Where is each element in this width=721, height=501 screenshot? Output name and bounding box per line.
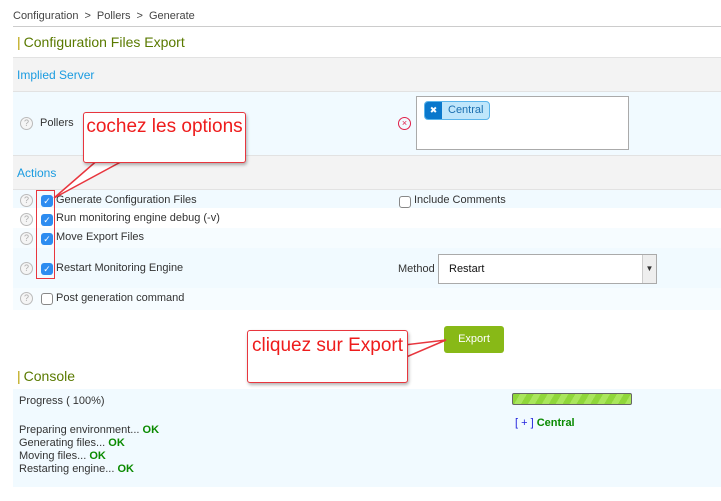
callout-tail: [403, 339, 447, 360]
method-value: Restart: [449, 263, 485, 275]
include-comments-checkbox[interactable]: [399, 196, 411, 208]
restart-engine-checkbox[interactable]: ✓: [41, 263, 53, 275]
implied-server-header: Implied Server: [13, 57, 721, 92]
callout-check-options: cochez les options: [83, 112, 246, 163]
console-log: [13, 412, 721, 487]
help-icon[interactable]: ?: [20, 213, 33, 226]
log-line: Moving files... OK: [19, 450, 106, 462]
generate-files-label: Generate Configuration Files: [56, 194, 197, 206]
pollers-label: Pollers: [40, 117, 74, 129]
generate-files-checkbox[interactable]: ✓: [41, 195, 53, 207]
expand-toggle[interactable]: [ + ]: [515, 417, 534, 429]
include-comments-label: Include Comments: [414, 194, 506, 206]
breadcrumb-generate[interactable]: Generate: [148, 10, 195, 22]
export-button[interactable]: Export: [444, 326, 504, 353]
help-icon[interactable]: ?: [20, 194, 33, 207]
help-icon[interactable]: ?: [20, 292, 33, 305]
callout-click-export: cliquez sur Export: [247, 330, 408, 383]
poller-tag: ✖ Central: [424, 101, 491, 120]
progress-bar: [512, 393, 632, 405]
action-row: [13, 190, 721, 208]
console-title: | Console: [17, 368, 76, 384]
post-command-label: Post generation command: [56, 292, 185, 304]
move-files-label: Move Export Files: [56, 231, 145, 243]
log-line: Preparing environment... OK: [19, 424, 160, 436]
restart-engine-label: Restart Monitoring Engine: [56, 262, 184, 274]
help-icon[interactable]: ?: [20, 232, 33, 245]
breadcrumb-pollers[interactable]: Pollers: [96, 10, 131, 22]
poller-name: Central: [536, 417, 575, 429]
action-row: [13, 288, 721, 310]
debug-label: Run monitoring engine debug (-v): [56, 212, 220, 224]
clear-icon[interactable]: ×: [398, 117, 411, 130]
callout-tail: [53, 157, 129, 199]
remove-tag-icon[interactable]: ✖: [425, 102, 442, 119]
poller-tag-label: Central: [448, 104, 484, 116]
breadcrumb-sep: >: [84, 10, 91, 22]
method-label: Method: [398, 263, 435, 275]
divider: [13, 26, 721, 27]
help-icon[interactable]: ?: [20, 117, 33, 130]
log-line: Restarting engine... OK: [19, 463, 134, 475]
page-title: | Configuration Files Export: [17, 34, 185, 50]
move-files-checkbox[interactable]: ✓: [41, 233, 53, 245]
help-icon[interactable]: ?: [20, 262, 33, 275]
pollers-select[interactable]: ✖ Central: [416, 96, 629, 150]
breadcrumb-sep: >: [136, 10, 143, 22]
poller-console: [ + ] Central: [515, 417, 575, 429]
log-lines: Preparing environment... OK Generating f…: [19, 424, 159, 476]
actions-header: Actions: [13, 155, 721, 190]
chevron-down-icon[interactable]: ▼: [642, 255, 656, 283]
highlight-box: [36, 190, 55, 279]
breadcrumb: Configuration > Pollers > Generate: [13, 10, 195, 22]
post-command-checkbox[interactable]: [41, 293, 53, 305]
breadcrumb-configuration[interactable]: Configuration: [13, 10, 79, 22]
action-row: [13, 228, 721, 248]
log-line: Generating files... OK: [19, 437, 125, 449]
method-select[interactable]: Restart ▼: [438, 254, 657, 284]
debug-checkbox[interactable]: ✓: [41, 214, 53, 226]
progress-label: Progress ( 100%): [19, 395, 105, 407]
